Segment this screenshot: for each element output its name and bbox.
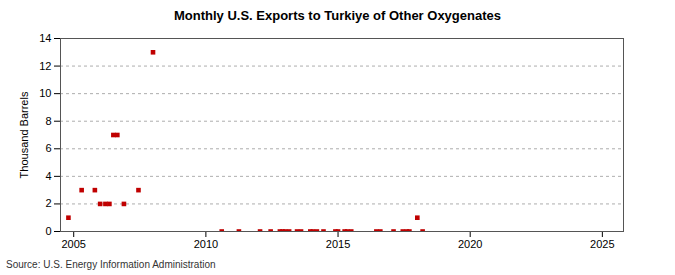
svg-text:2025: 2025 <box>590 238 614 250</box>
svg-text:6: 6 <box>45 142 51 154</box>
html-text:Monthly U.S. Exports to Turkiy: Monthly U.S. Exports to Turkiye of Other… <box>174 8 501 23</box>
svg-text:14: 14 <box>39 32 51 44</box>
svg-text:0: 0 <box>45 225 51 237</box>
svg-text:12: 12 <box>39 60 51 72</box>
svg-text:10: 10 <box>39 87 51 99</box>
svg-text:2: 2 <box>45 197 51 209</box>
svg-text:2015: 2015 <box>326 238 350 250</box>
svg-text:Thousand Barrels: Thousand Barrels <box>18 91 30 178</box>
svg-text:2010: 2010 <box>194 238 218 250</box>
svg-text:8: 8 <box>45 115 51 127</box>
svg-text:2005: 2005 <box>61 238 85 250</box>
svg-text:4: 4 <box>45 170 51 182</box>
html-text:Source: U.S. Energy Informatio: Source: U.S. Energy Information Administ… <box>6 259 216 270</box>
svg-text:2020: 2020 <box>458 238 482 250</box>
